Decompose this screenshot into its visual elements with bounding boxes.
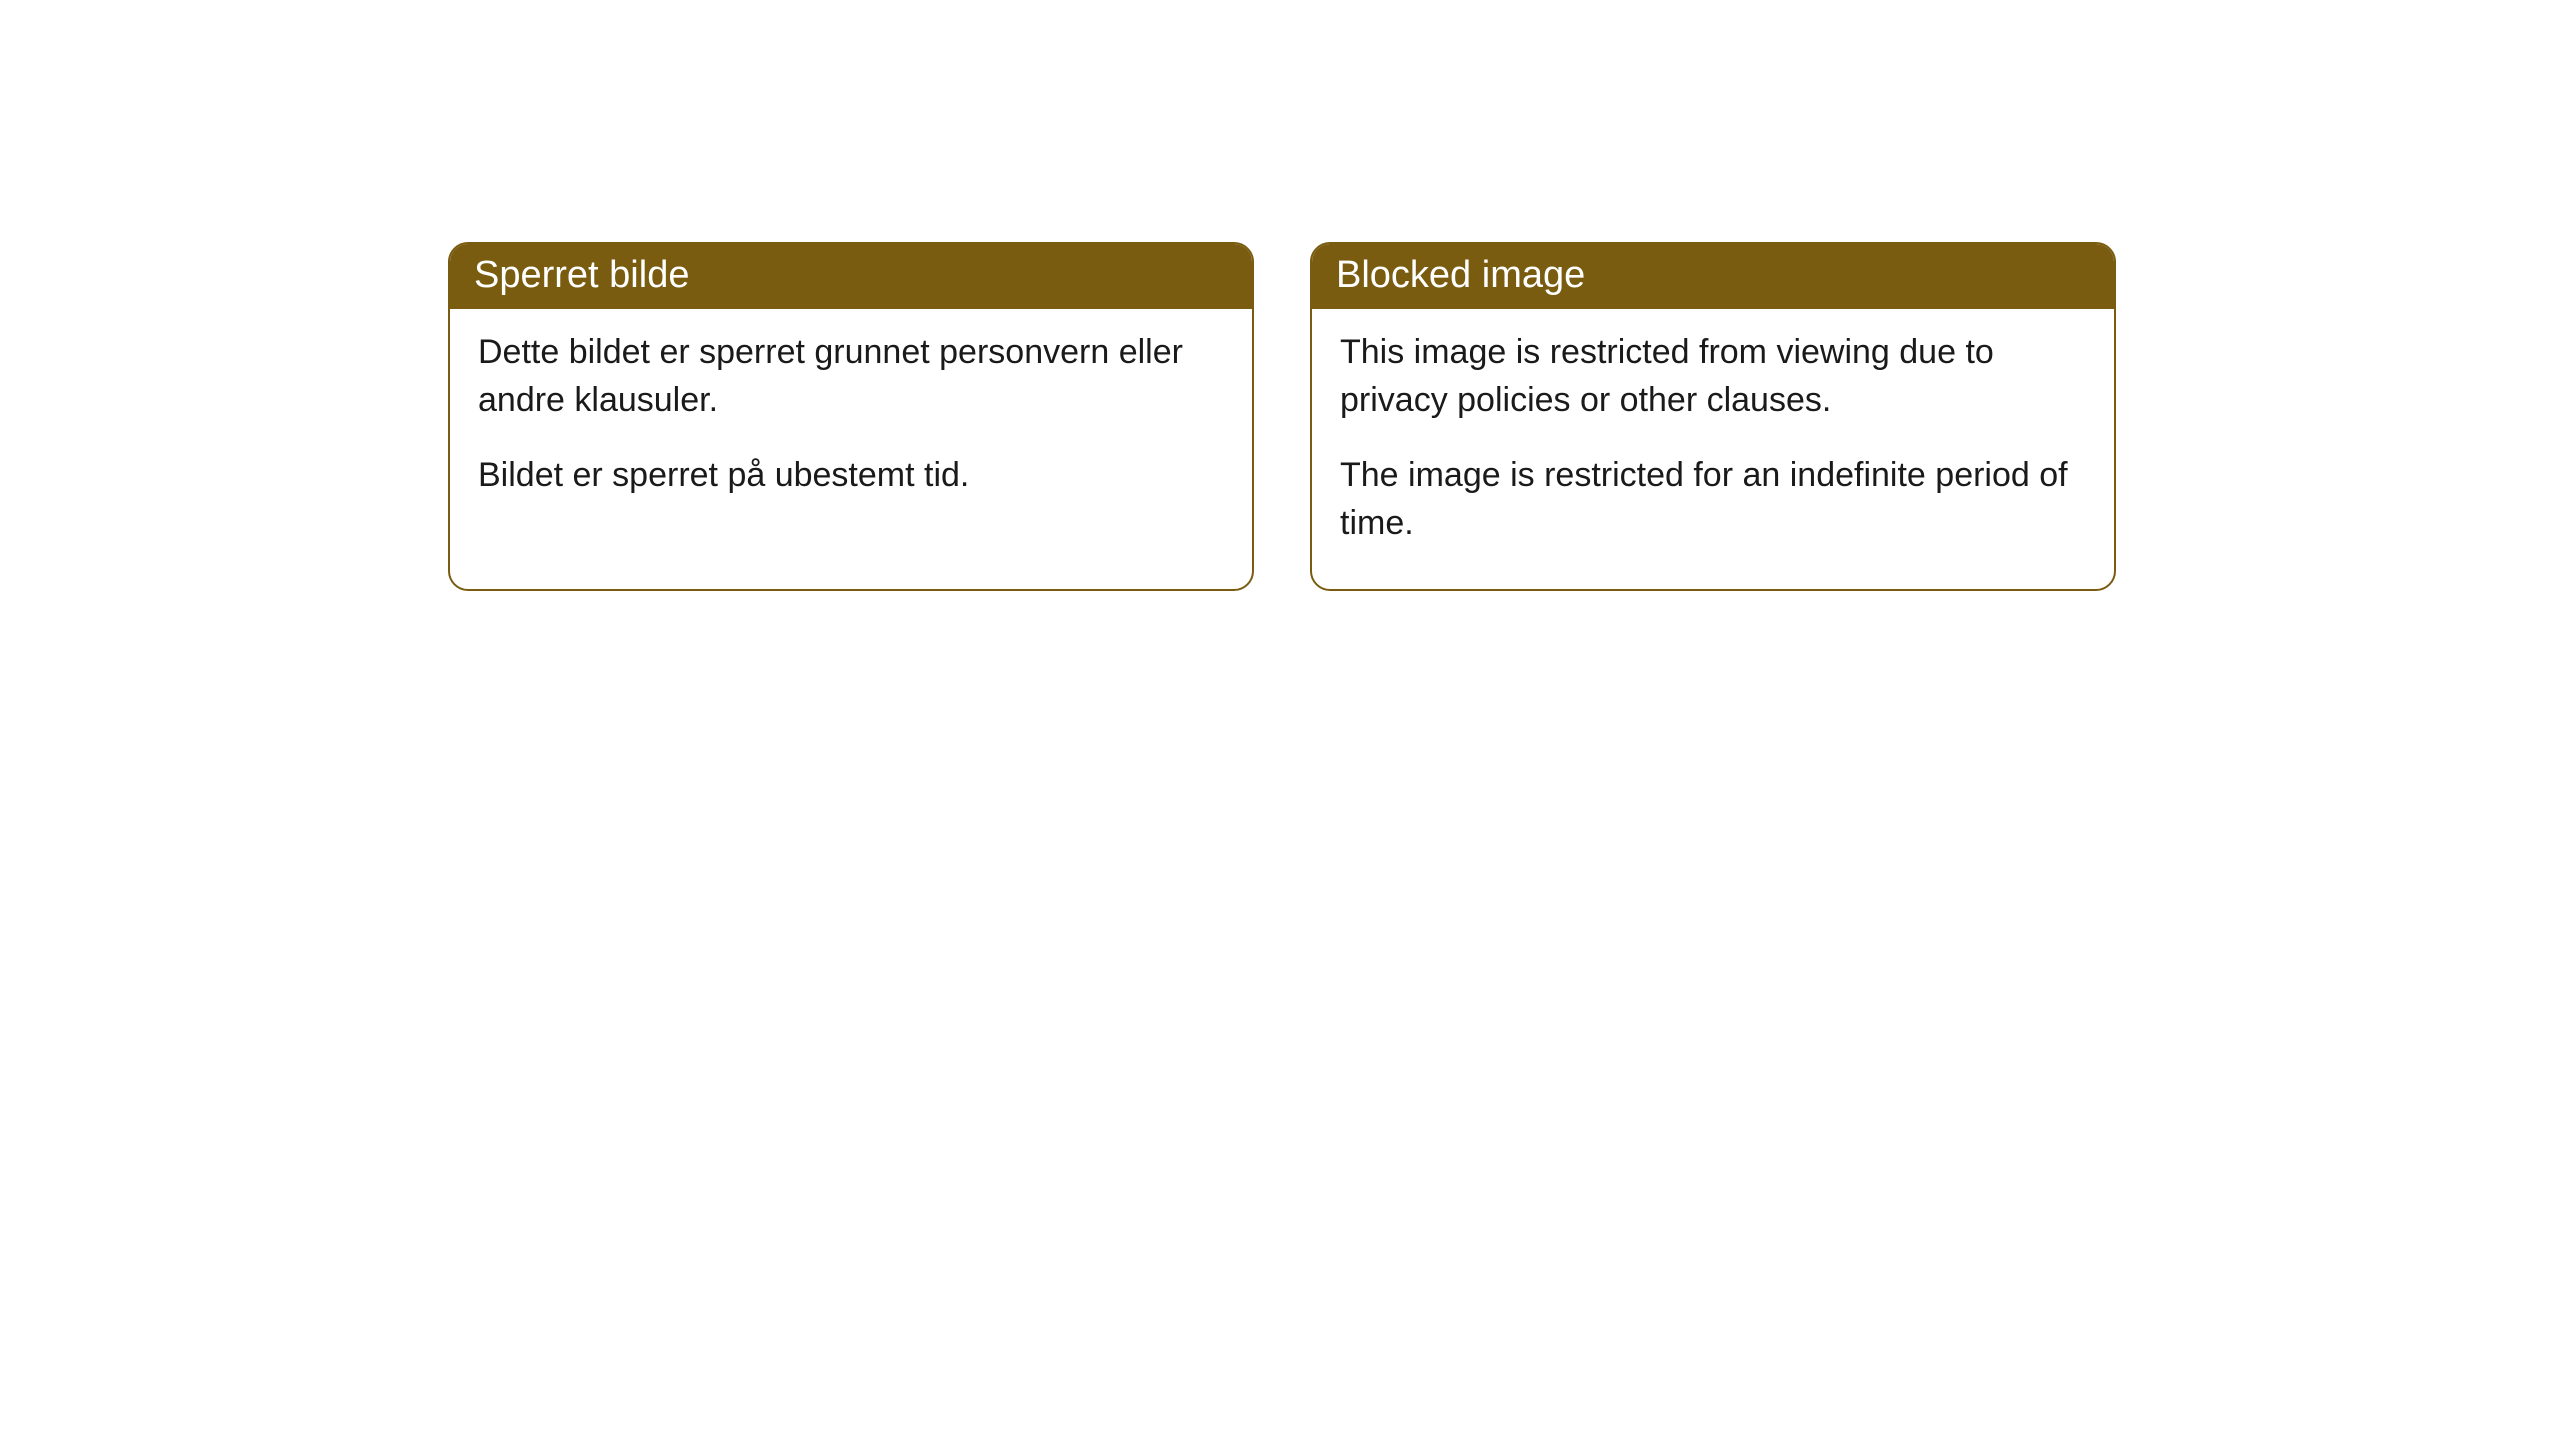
- card-paragraph: This image is restricted from viewing du…: [1340, 329, 2086, 424]
- card-header: Sperret bilde: [450, 244, 1252, 309]
- notice-card-english: Blocked image This image is restricted f…: [1310, 242, 2116, 591]
- card-paragraph: Dette bildet er sperret grunnet personve…: [478, 329, 1224, 424]
- card-body: This image is restricted from viewing du…: [1312, 309, 2114, 589]
- notice-cards-container: Sperret bilde Dette bildet er sperret gr…: [448, 242, 2116, 591]
- card-body: Dette bildet er sperret grunnet personve…: [450, 309, 1252, 542]
- card-header: Blocked image: [1312, 244, 2114, 309]
- card-paragraph: Bildet er sperret på ubestemt tid.: [478, 452, 1224, 500]
- card-paragraph: The image is restricted for an indefinit…: [1340, 452, 2086, 547]
- notice-card-norwegian: Sperret bilde Dette bildet er sperret gr…: [448, 242, 1254, 591]
